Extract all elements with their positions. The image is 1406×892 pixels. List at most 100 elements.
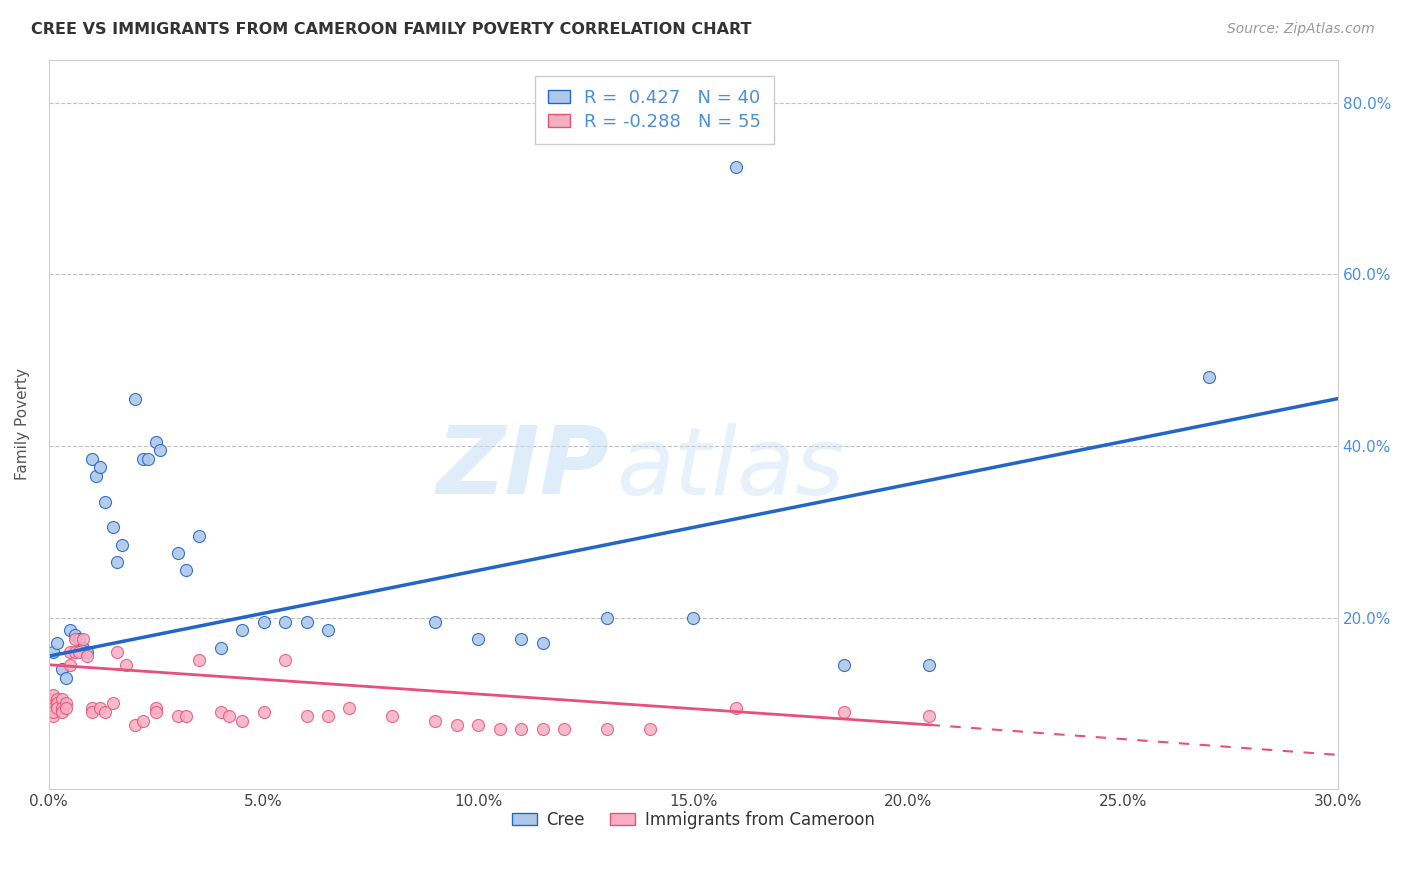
Point (124, 392, 146, 406)
Point (425, 615, 447, 629)
Point (59, 645, 82, 659)
Point (274, 615, 297, 629)
Point (209, 705, 232, 719)
Point (918, 657, 941, 672)
Point (80, 700, 103, 714)
Point (174, 709, 197, 723)
Text: atlas: atlas (616, 423, 844, 514)
Point (188, 653, 211, 667)
Point (725, 160, 748, 174)
Point (42, 705, 65, 719)
Point (145, 705, 167, 719)
Point (38, 692, 60, 706)
Point (63, 632, 86, 646)
Point (103, 697, 125, 711)
Point (59, 657, 82, 672)
Y-axis label: Family Poverty: Family Poverty (15, 368, 30, 481)
Point (489, 722, 512, 736)
Point (72, 640, 94, 655)
Point (510, 632, 533, 646)
Point (63, 628, 86, 642)
Point (42, 645, 65, 659)
Point (174, 563, 197, 577)
Point (55, 700, 77, 714)
Point (252, 615, 274, 629)
Text: Source: ZipAtlas.com: Source: ZipAtlas.com (1227, 22, 1375, 37)
Point (107, 645, 129, 659)
Point (124, 718, 146, 732)
Point (93, 705, 115, 719)
Point (918, 709, 941, 723)
Point (89, 460, 111, 475)
Point (136, 451, 159, 466)
Point (467, 718, 489, 732)
Point (596, 610, 619, 624)
Point (145, 700, 167, 714)
Point (638, 722, 661, 736)
Point (682, 610, 704, 624)
Point (149, 443, 172, 458)
Point (59, 624, 82, 638)
Point (46, 697, 69, 711)
Point (76, 649, 98, 664)
Point (231, 714, 253, 728)
Point (51, 692, 73, 706)
Point (553, 722, 575, 736)
Point (42, 709, 65, 723)
Point (252, 705, 274, 719)
Point (295, 615, 318, 629)
Point (1198, 370, 1220, 384)
Point (531, 722, 554, 736)
Point (132, 714, 155, 728)
Point (510, 722, 533, 736)
Point (832, 657, 855, 672)
Point (467, 632, 489, 646)
Legend: Cree, Immigrants from Cameroon: Cree, Immigrants from Cameroon (505, 805, 882, 836)
Point (295, 709, 318, 723)
Text: ZIP: ZIP (436, 422, 609, 514)
Point (339, 700, 361, 714)
Point (274, 653, 297, 667)
Point (67, 632, 90, 646)
Point (103, 520, 125, 534)
Point (89, 700, 111, 714)
Text: CREE VS IMMIGRANTS FROM CAMEROON FAMILY POVERTY CORRELATION CHART: CREE VS IMMIGRANTS FROM CAMEROON FAMILY … (31, 22, 751, 37)
Point (725, 700, 748, 714)
Point (42, 688, 65, 702)
Point (231, 624, 253, 638)
Point (72, 632, 94, 646)
Point (67, 645, 90, 659)
Point (425, 714, 447, 728)
Point (76, 645, 98, 659)
Point (55, 671, 77, 685)
Point (42, 700, 65, 714)
Point (132, 451, 155, 466)
Point (166, 709, 188, 723)
Point (84, 469, 107, 483)
Point (46, 700, 69, 714)
Point (80, 451, 103, 466)
Point (209, 640, 232, 655)
Point (446, 718, 468, 732)
Point (188, 529, 211, 543)
Point (51, 700, 73, 714)
Point (111, 538, 134, 552)
Point (51, 662, 73, 676)
Point (596, 722, 619, 736)
Point (46, 636, 69, 650)
Point (832, 705, 855, 719)
Point (46, 692, 69, 706)
Point (80, 705, 103, 719)
Point (531, 636, 554, 650)
Point (218, 709, 240, 723)
Point (107, 555, 129, 569)
Point (381, 709, 404, 723)
Point (316, 709, 339, 723)
Point (166, 546, 188, 560)
Point (93, 494, 115, 508)
Point (115, 657, 138, 672)
Point (316, 624, 339, 638)
Point (55, 697, 77, 711)
Point (63, 645, 86, 659)
Point (145, 434, 167, 449)
